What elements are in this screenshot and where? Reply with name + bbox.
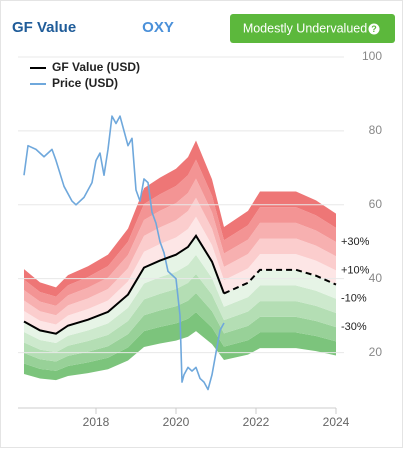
value-band <box>24 178 336 316</box>
value-band <box>24 254 336 353</box>
y-tick-label: 40 <box>369 271 383 285</box>
value-band <box>24 235 336 344</box>
value-band <box>24 273 336 362</box>
y-tick-label: 80 <box>369 123 383 137</box>
rating-button[interactable] <box>230 14 395 43</box>
value-band <box>24 197 336 325</box>
gf-value-line <box>23 234 225 335</box>
rating-text: Modestly Undervalued <box>243 21 367 35</box>
help-icon <box>368 23 380 35</box>
band-label: -10% <box>341 293 367 305</box>
band-label: +10% <box>341 264 370 276</box>
x-tick-label: 2018 <box>83 415 110 429</box>
price-line <box>23 115 225 391</box>
x-tick-label: 2024 <box>323 415 350 429</box>
x-tick-label: 2022 <box>243 415 270 429</box>
value-band <box>24 216 336 334</box>
value-band <box>24 140 336 297</box>
title: GF Value <box>12 19 76 36</box>
band-label: +30% <box>341 236 370 248</box>
band-label: -30% <box>341 321 367 333</box>
x-tick-label: 2020 <box>163 415 190 429</box>
ticker: OXY <box>142 19 174 36</box>
legend-label: GF Value (USD) <box>52 60 140 74</box>
value-band <box>24 312 336 381</box>
y-tick-label: 100 <box>362 49 382 63</box>
value-band <box>24 293 336 371</box>
y-tick-label: 60 <box>369 197 383 211</box>
y-tick-label: 20 <box>369 345 383 359</box>
help-icon-mark: ? <box>371 24 377 34</box>
legend-label: Price (USD) <box>52 76 118 90</box>
value-band <box>24 159 336 306</box>
gf-value-line <box>223 268 337 295</box>
